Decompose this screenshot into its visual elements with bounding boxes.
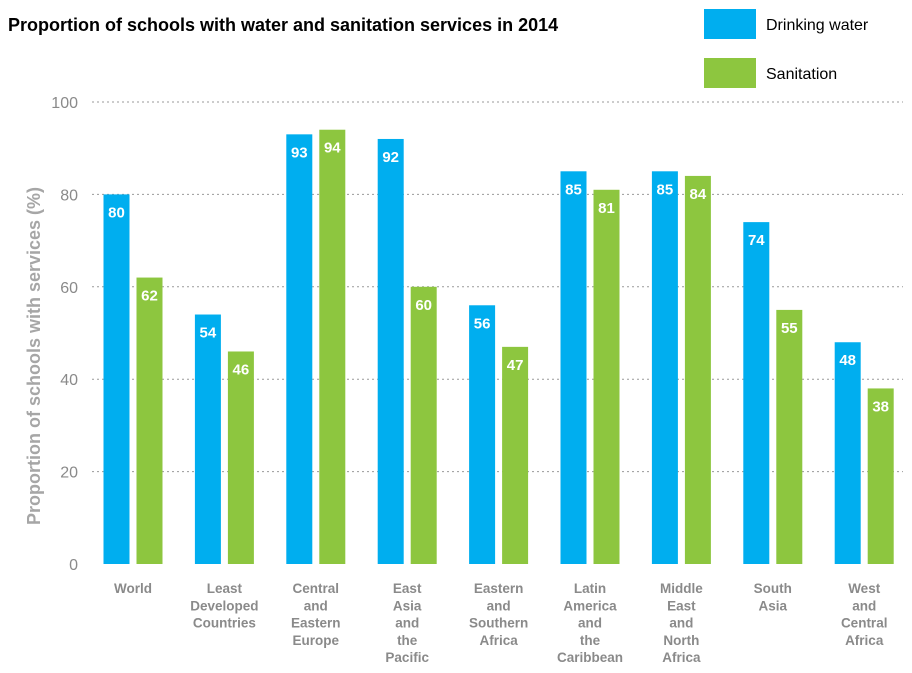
data-label-sanitation-central-and-eastern-europe: 94 xyxy=(324,140,341,157)
legend-swatch-drinking-water xyxy=(704,9,756,39)
data-label-sanitation-east-asia-and-the-pacific: 60 xyxy=(415,297,432,314)
legend-label-drinking-water: Drinking water xyxy=(766,17,869,34)
data-label-drinking-water-central-and-eastern-europe: 93 xyxy=(291,144,308,161)
y-tick-40: 40 xyxy=(60,372,78,389)
bar-drinking-water-south-asia xyxy=(743,222,770,564)
y-tick-labels: 0 20 40 60 80 100 xyxy=(51,95,78,574)
data-labels: 80 62 54 46 93 94 92 60 56 47 85 81 85 84 74 55 48 38 xyxy=(108,140,889,416)
data-label-drinking-water-east-asia-and-the-pacific: 92 xyxy=(382,149,399,166)
data-label-sanitation-world: 62 xyxy=(141,288,158,305)
data-label-drinking-water-eastern-and-southern-africa: 56 xyxy=(474,315,491,332)
bar-drinking-water-least-developed-countries xyxy=(194,314,221,564)
category-label-south-asia: South Asia xyxy=(754,581,792,613)
data-label-sanitation-eastern-and-southern-africa: 47 xyxy=(507,357,524,374)
chart-title: Proportion of schools with water and san… xyxy=(8,15,558,35)
legend-label-sanitation: Sanitation xyxy=(766,66,837,83)
bar-drinking-water-middle-east-and-north-africa xyxy=(651,171,678,565)
data-label-drinking-water-latin-america-and-the-caribbean: 85 xyxy=(565,181,582,198)
bar-drinking-water-central-and-eastern-europe xyxy=(286,134,313,564)
bar-sanitation-world xyxy=(136,277,163,564)
category-label-west-and-central-africa: West and Central Africa xyxy=(841,581,888,648)
data-label-drinking-water-middle-east-and-north-africa: 85 xyxy=(657,181,674,198)
bar-sanitation-central-and-eastern-europe xyxy=(319,129,346,564)
bar-sanitation-least-developed-countries xyxy=(227,351,254,564)
bar-sanitation-latin-america-and-the-caribbean xyxy=(593,189,620,564)
category-label-central-and-eastern-europe: Central and Eastern Europe xyxy=(291,581,341,648)
y-tick-100: 100 xyxy=(51,95,78,112)
data-label-drinking-water-world: 80 xyxy=(108,204,125,221)
category-label-least-developed-countries: Least Developed Countries xyxy=(190,581,258,631)
y-tick-20: 20 xyxy=(60,465,78,482)
data-label-drinking-water-least-developed-countries: 54 xyxy=(200,325,217,342)
data-label-drinking-water-west-and-central-africa: 48 xyxy=(839,352,856,369)
data-label-sanitation-west-and-central-africa: 38 xyxy=(872,398,889,415)
category-label-middle-east-and-north-africa: Middle East and North Africa xyxy=(660,581,703,665)
category-label-east-asia-and-the-pacific: East Asia and the Pacific xyxy=(385,581,429,665)
data-label-sanitation-least-developed-countries: 46 xyxy=(233,361,250,378)
bars xyxy=(103,129,894,565)
bar-drinking-water-west-and-central-africa xyxy=(834,342,861,564)
y-axis-label: Proportion of schools with services (%) xyxy=(24,187,44,525)
data-label-sanitation-middle-east-and-north-africa: 84 xyxy=(690,186,707,203)
bar-drinking-water-world xyxy=(103,194,130,564)
category-label-eastern-and-southern-africa: Eastern and Southern Africa xyxy=(469,581,528,648)
y-tick-60: 60 xyxy=(60,280,78,297)
bar-drinking-water-east-asia-and-the-pacific xyxy=(377,138,404,564)
bar-sanitation-west-and-central-africa xyxy=(867,388,894,564)
data-label-drinking-water-south-asia: 74 xyxy=(748,232,765,249)
bar-sanitation-south-asia xyxy=(776,309,803,564)
bar-sanitation-middle-east-and-north-africa xyxy=(684,175,711,565)
data-label-sanitation-latin-america-and-the-caribbean: 81 xyxy=(598,200,615,217)
data-label-sanitation-south-asia: 55 xyxy=(781,320,798,337)
bar-sanitation-eastern-and-southern-africa xyxy=(502,346,529,564)
bar-drinking-water-eastern-and-southern-africa xyxy=(469,305,496,564)
category-labels: World Least Developed Countries Central and Ea… xyxy=(114,581,887,665)
category-label-world: World xyxy=(114,581,152,596)
bar-drinking-water-latin-america-and-the-caribbean xyxy=(560,171,587,565)
y-tick-80: 80 xyxy=(60,187,78,204)
legend: Drinking water Sanitation xyxy=(704,9,869,88)
legend-swatch-sanitation xyxy=(704,58,756,88)
bar-sanitation-east-asia-and-the-pacific xyxy=(410,286,437,564)
category-label-latin-america-and-the-caribbean: Latin America and the Caribbean xyxy=(557,581,623,665)
y-tick-0: 0 xyxy=(69,557,78,574)
